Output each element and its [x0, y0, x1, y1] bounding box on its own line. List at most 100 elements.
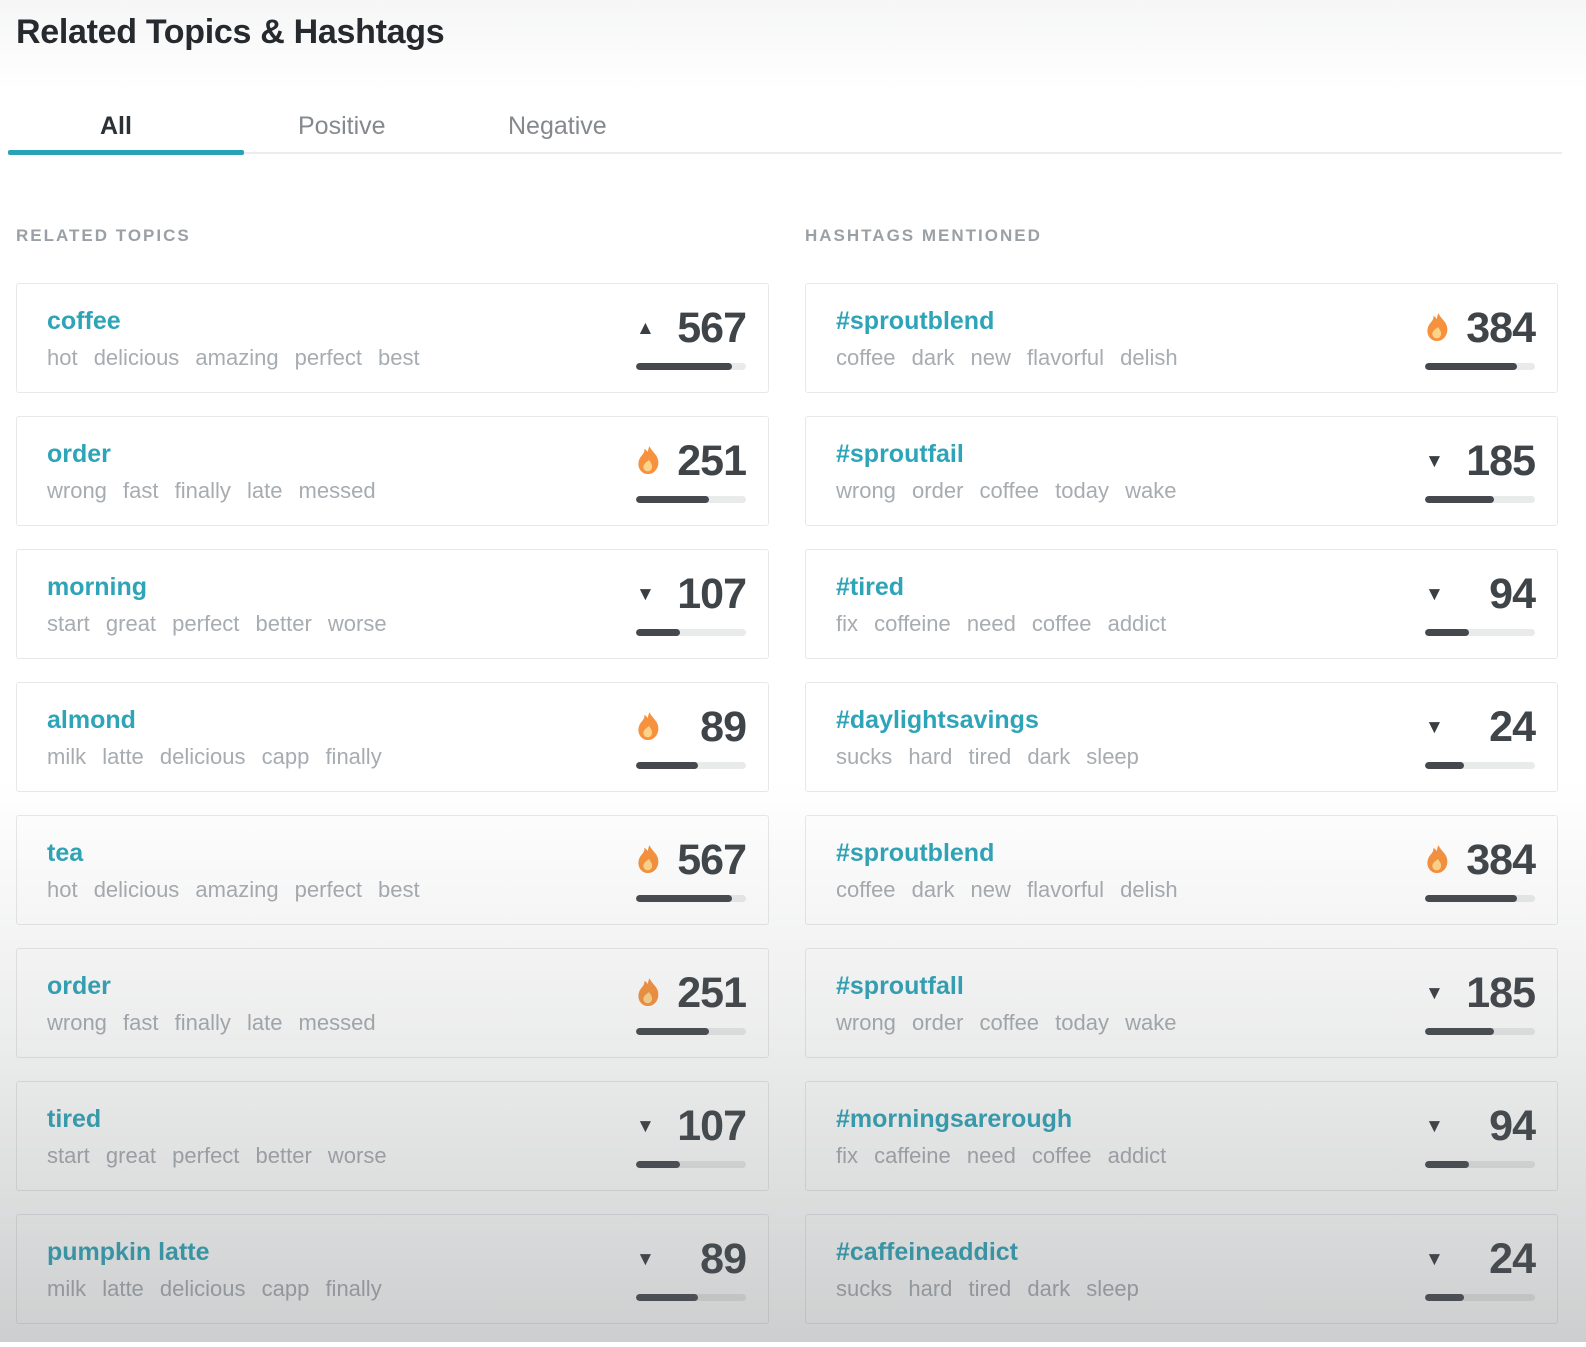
hashtags-column: HASHTAGS MENTIONED #sproutblend coffee d…	[805, 226, 1558, 1347]
topic-info: tired start great perfect better worse	[47, 1106, 387, 1167]
volume-bar	[636, 1028, 746, 1035]
page-title: Related Topics & Hashtags	[16, 13, 445, 51]
topic-link[interactable]: #caffeineaddict	[836, 1237, 1019, 1266]
down-triangle-icon: ▼	[1425, 1248, 1444, 1270]
topic-info: #daylightsavings sucks hard tired dark s…	[836, 707, 1139, 768]
topic-stat-top: ▼ 107	[636, 570, 747, 618]
topic-stat: ▼ 94	[1425, 570, 1536, 636]
topic-stat-top: ▼ 89	[636, 1237, 747, 1281]
topic-stat-top: 251	[636, 969, 747, 1017]
topic-link[interactable]: morning	[47, 572, 147, 601]
volume-bar	[1425, 496, 1535, 503]
volume-bar-fill	[1425, 895, 1518, 902]
topic-stat: 89	[636, 705, 747, 769]
related-topics-column: RELATED TOPICS coffee hot delicious amaz…	[16, 226, 769, 1347]
down-triangle-icon: ▼	[636, 583, 655, 605]
topic-card: order wrong fast finally late messed 251	[16, 416, 769, 526]
volume-bar	[636, 363, 746, 370]
topic-link[interactable]: #sproutblend	[836, 838, 995, 867]
topic-info: tea hot delicious amazing perfect best	[47, 840, 420, 901]
volume-bar-fill	[636, 1161, 680, 1168]
hashtags-list: #sproutblend coffee dark new flavorful d…	[805, 283, 1558, 1324]
topic-info: #caffeineaddict sucks hard tired dark sl…	[836, 1239, 1139, 1300]
topic-card: tea hot delicious amazing perfect best 5…	[16, 815, 769, 925]
content-columns: RELATED TOPICS coffee hot delicious amaz…	[0, 226, 1586, 1347]
topic-stat: 251	[636, 439, 747, 503]
tab-positive[interactable]: Positive	[298, 112, 386, 140]
mention-count: 185	[1466, 437, 1536, 485]
volume-bar	[636, 629, 746, 636]
volume-bar	[1425, 1294, 1535, 1301]
topic-keywords: wrong order coffee today wake	[836, 1009, 1177, 1035]
topic-keywords: start great perfect better worse	[47, 610, 387, 636]
down-triangle-icon: ▼	[1425, 716, 1444, 738]
topic-card: #morningsarerough fix caffeine need coff…	[805, 1081, 1558, 1191]
down-triangle-icon: ▼	[1425, 450, 1444, 472]
topic-stat-top: ▼ 94	[1425, 1102, 1536, 1150]
topic-link[interactable]: order	[47, 439, 111, 468]
down-triangle-icon: ▼	[636, 1248, 655, 1270]
topic-stat-top: ▼ 185	[1425, 437, 1536, 485]
mention-count: 185	[1466, 969, 1536, 1017]
mention-count: 567	[677, 304, 747, 352]
topic-card: #caffeineaddict sucks hard tired dark sl…	[805, 1214, 1558, 1324]
related-topics-list: coffee hot delicious amazing perfect bes…	[16, 283, 769, 1324]
tab-negative[interactable]: Negative	[508, 112, 607, 140]
topic-link[interactable]: #sproutblend	[836, 306, 995, 335]
mention-count: 107	[677, 570, 747, 618]
topic-stat-top: 251	[636, 439, 747, 483]
topic-link[interactable]: coffee	[47, 306, 121, 335]
topic-stat-top: ▼ 94	[1425, 570, 1536, 618]
mention-count: 24	[1489, 703, 1536, 751]
topic-link[interactable]: #daylightsavings	[836, 705, 1039, 734]
topic-card: #tired fix coffeine need coffee addict ▼…	[805, 549, 1558, 659]
topic-stat: ▼ 185	[1425, 437, 1536, 503]
topic-link[interactable]: order	[47, 971, 111, 1000]
topic-card: morning start great perfect better worse…	[16, 549, 769, 659]
volume-bar	[1425, 895, 1535, 902]
topic-stat-top: ▼ 107	[636, 1102, 747, 1150]
topic-link[interactable]: #sproutfall	[836, 971, 964, 1000]
volume-bar-fill	[1425, 762, 1464, 769]
topic-keywords: wrong fast finally late messed	[47, 1009, 376, 1035]
tab-all[interactable]: All	[100, 112, 132, 140]
topic-info: #sproutblend coffee dark new flavorful d…	[836, 308, 1178, 369]
topic-stat-top: ▼ 24	[1425, 1237, 1536, 1281]
volume-bar	[636, 762, 746, 769]
topic-link[interactable]: pumpkin latte	[47, 1237, 210, 1266]
down-triangle-icon: ▼	[636, 1115, 655, 1137]
mention-count: 94	[1489, 570, 1536, 618]
topic-stat-top: ▲ 567	[636, 304, 747, 352]
topic-link[interactable]: #sproutfail	[836, 439, 964, 468]
down-triangle-icon: ▼	[1425, 583, 1444, 605]
topic-stat: ▼ 89	[636, 1237, 747, 1301]
topic-link[interactable]: almond	[47, 705, 136, 734]
topic-link[interactable]: tired	[47, 1104, 102, 1133]
topic-stat: 251	[636, 969, 747, 1035]
volume-bar	[1425, 1028, 1535, 1035]
topic-stat: 567	[636, 838, 747, 902]
topic-keywords: fix caffeine need coffee addict	[836, 1142, 1167, 1168]
topic-link[interactable]: #tired	[836, 572, 905, 601]
topic-link[interactable]: #morningsarerough	[836, 1104, 1073, 1133]
mention-count: 251	[677, 969, 747, 1017]
mention-count: 107	[677, 1102, 747, 1150]
volume-bar-fill	[1425, 1161, 1469, 1168]
topic-stat: 384	[1425, 306, 1536, 370]
topic-keywords: wrong fast finally late messed	[47, 477, 376, 503]
topic-keywords: coffee dark new flavorful delish	[836, 876, 1178, 902]
topic-keywords: milk latte delicious capp finally	[47, 743, 382, 769]
mention-count: 94	[1489, 1102, 1536, 1150]
topic-keywords: start great perfect better worse	[47, 1142, 387, 1168]
volume-bar-fill	[1425, 1028, 1495, 1035]
topic-card: almond milk latte delicious capp finally…	[16, 682, 769, 792]
topic-card: order wrong fast finally late messed 251	[16, 948, 769, 1058]
topic-card: pumpkin latte milk latte delicious capp …	[16, 1214, 769, 1324]
topic-stat: ▼ 107	[636, 1102, 747, 1168]
topic-info: #tired fix coffeine need coffee addict	[836, 574, 1166, 635]
volume-bar-fill	[636, 629, 680, 636]
topic-link[interactable]: tea	[47, 838, 84, 867]
volume-bar-fill	[1425, 1294, 1464, 1301]
up-triangle-icon: ▲	[636, 317, 655, 339]
flame-icon	[1425, 844, 1450, 876]
